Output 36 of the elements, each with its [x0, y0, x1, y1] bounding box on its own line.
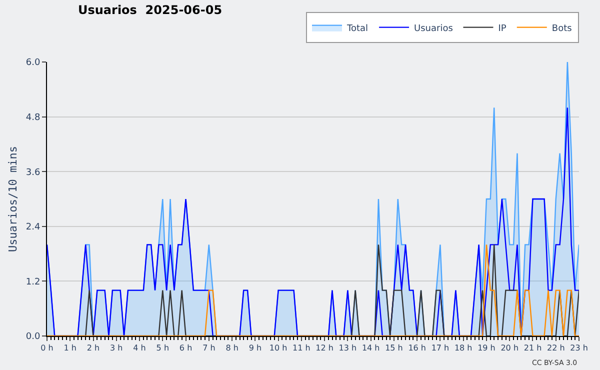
x-tick-label: 4 h — [133, 344, 146, 353]
x-tick-label: 8 h — [226, 344, 238, 353]
chart-title: Usuarios 2025-06-05 — [78, 2, 222, 17]
x-tick-label: 17 h — [431, 344, 450, 353]
x-tick-label: 15 h — [385, 344, 403, 353]
x-tick-label: 13 h — [338, 344, 357, 353]
y-tick-label: 0.0 — [26, 332, 40, 342]
x-tick-label: 12 h — [316, 344, 334, 353]
x-tick-label: 6 h — [179, 344, 192, 353]
x-tick-label: 18 h — [454, 344, 472, 353]
x-tick-label: 14 h — [362, 344, 380, 353]
x-tick-label: 0 h — [40, 344, 54, 353]
x-tick-label: 5 h — [156, 344, 169, 353]
x-tick-label: 19 h — [478, 344, 496, 353]
x-tick-label: 3 h — [110, 344, 123, 353]
x-tick-label: 11 h — [292, 344, 310, 353]
x-tick-label: 23 h — [570, 344, 588, 353]
x-tick-label: 9 h — [248, 344, 262, 353]
legend-label: Bots — [552, 24, 572, 34]
x-tick-label: 2 h — [86, 344, 100, 353]
legend-label: Usuarios — [414, 24, 454, 34]
y-tick-label: 4.8 — [26, 112, 40, 123]
x-tick-label: 20 h — [500, 344, 519, 353]
x-tick-label: 16 h — [408, 344, 426, 353]
y-axis-title: Usuarios/10 mins — [6, 146, 20, 252]
x-tick-label: 21 h — [524, 344, 542, 353]
x-tick-label: 10 h — [269, 344, 288, 353]
x-tick-label: 7 h — [202, 344, 216, 353]
y-tick-label: 1.2 — [26, 277, 40, 288]
legend-label: IP — [498, 24, 507, 34]
y-tick-label: 6.0 — [26, 58, 40, 68]
legend-label: Total — [346, 24, 368, 34]
y-tick-label: 2.4 — [26, 222, 40, 233]
y-tick-label: 3.6 — [26, 168, 40, 178]
x-tick-label: 22 h — [546, 344, 565, 353]
x-tick-label: 1 h — [64, 344, 76, 353]
